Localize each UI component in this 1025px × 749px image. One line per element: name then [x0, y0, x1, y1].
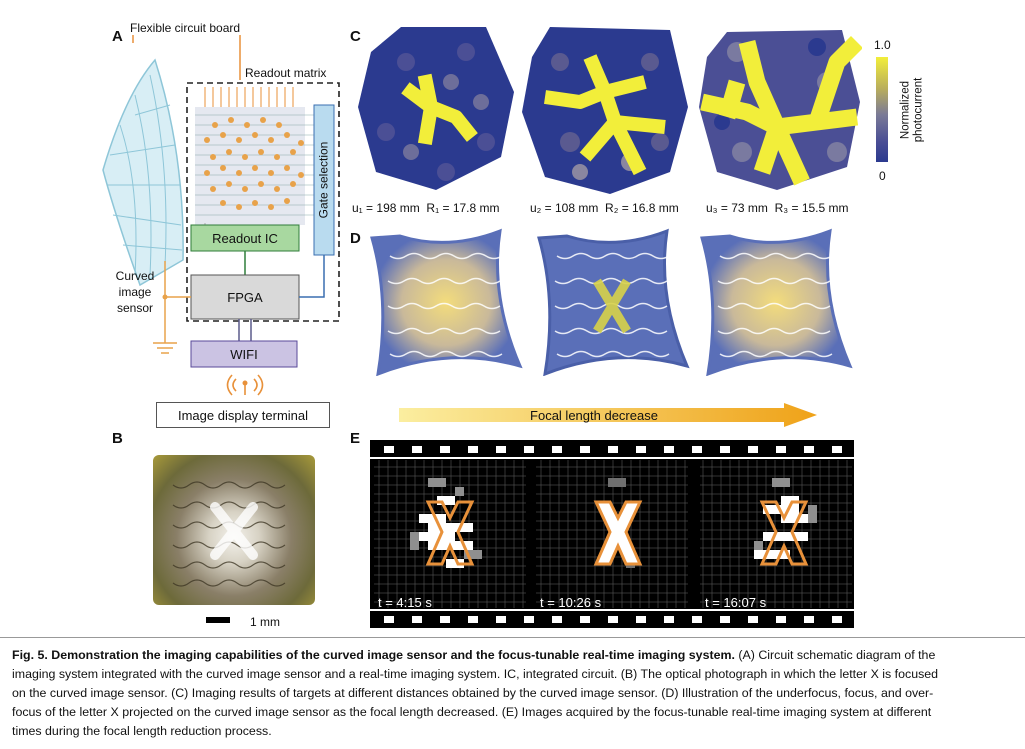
curved-sensor-label: Curved image sensor — [115, 269, 155, 315]
focal-length-label: Focal length decrease — [530, 407, 658, 423]
hex-map-2 — [522, 27, 688, 194]
colorbar-title: Normalized photocurrent — [899, 77, 925, 143]
caption-line-1: Fig. 5. Demonstration the imaging capabi… — [12, 648, 936, 662]
panel-label-b: B — [112, 430, 123, 447]
frame-3-time: t = 16:07 s — [705, 595, 767, 610]
caption-line-3: on the curved image sensor. (C) Imaging … — [12, 686, 934, 700]
panel-label-d: D — [350, 230, 361, 247]
sensor-photograph — [153, 455, 315, 605]
colorbar-min: 0 — [879, 169, 886, 183]
scale-bar-label: 1 mm — [250, 615, 280, 629]
caption-line-2: imaging system integrated with the curve… — [12, 667, 939, 681]
caption-line-4: focus of the letter X projected on the c… — [12, 705, 932, 719]
gate-selection-label: Gate selection — [316, 141, 330, 219]
frame-1-time: t = 4:15 s — [378, 595, 432, 610]
sensor-illustration-overfocus — [700, 228, 853, 376]
panel-label-e: E — [350, 430, 361, 447]
scale-bar — [206, 617, 230, 623]
readout-ic-label: Readout IC — [212, 230, 278, 246]
film-strip — [370, 440, 854, 628]
colorbar-max: 1.0 — [874, 38, 891, 52]
panel-label-c: C — [350, 28, 361, 45]
flex-board-label: Flexible circuit board — [130, 21, 241, 35]
map-1-caption: u₁ = 198 mm R₁ = 17.8 mm — [352, 201, 500, 215]
fpga-label: FPGA — [227, 289, 263, 305]
image-display-terminal: Image display terminal — [156, 402, 330, 428]
caption-line-5: times during the focal length reduction … — [12, 724, 272, 738]
colorbar — [876, 57, 888, 162]
map-2-caption: u₂ = 108 mm R₂ = 16.8 mm — [530, 201, 679, 215]
readout-matrix-label: Readout matrix — [245, 66, 327, 80]
sensor-illustration-underfocus — [370, 228, 523, 376]
focal-length-arrow — [399, 403, 817, 427]
map-3-caption: u₃ = 73 mm R₃ = 15.5 mm — [706, 201, 849, 215]
caption-divider — [0, 637, 1025, 638]
wifi-label: WIFI — [230, 346, 258, 362]
hex-map-3 — [699, 30, 862, 190]
hex-map-1 — [358, 27, 514, 190]
sensor-illustration-focus — [537, 228, 690, 376]
circuit-schematic — [102, 35, 340, 396]
frame-2-time: t = 10:26 s — [540, 595, 602, 610]
panel-label-a: A — [112, 28, 123, 45]
